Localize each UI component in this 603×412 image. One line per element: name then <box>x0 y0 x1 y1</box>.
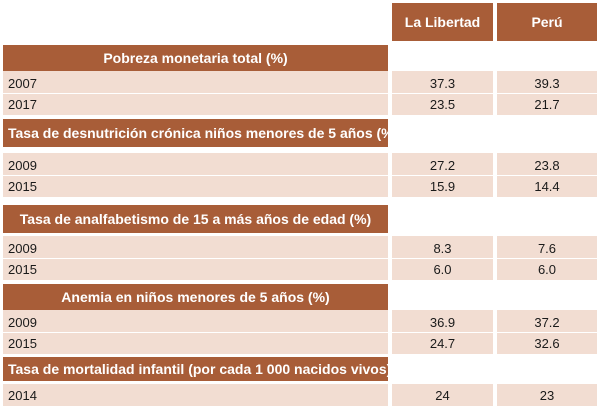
section-rows <box>3 384 597 406</box>
row-value-peru: 14.4 <box>534 178 560 194</box>
row-value-la-libertad: 24 <box>435 387 450 403</box>
row-value-la-libertad: 24.7 <box>429 335 456 351</box>
row-value-peru: 37.2 <box>534 314 560 330</box>
section-title: Tasa de analfabetismo de 15 a más años d… <box>3 205 388 233</box>
row-year: 2015 <box>8 335 37 351</box>
section-title: Tasa de desnutrición crónica niños menor… <box>3 119 398 147</box>
row-year: 2007 <box>8 75 37 91</box>
row-value-peru: 23 <box>539 387 555 403</box>
row-year: 2017 <box>8 96 37 112</box>
row-value-peru: 21.7 <box>534 96 560 112</box>
row-value-la-libertad: 6.0 <box>433 261 452 277</box>
section-title: Pobreza monetaria total (%) <box>3 45 388 71</box>
section-title: Anemia en niños menores de 5 años (%) <box>3 284 388 310</box>
column-header-peru: Perú <box>497 3 597 41</box>
row-value-peru: 7.6 <box>537 240 557 256</box>
row-value-peru: 32.6 <box>534 335 560 351</box>
row-value-la-libertad: 8.3 <box>433 240 452 256</box>
row-year: 2015 <box>8 178 37 194</box>
row-value-peru: 23.8 <box>534 157 560 173</box>
row-year: 2014 <box>8 387 37 403</box>
row-value-la-libertad: 27.2 <box>429 157 456 173</box>
row-year: 2015 <box>8 261 37 277</box>
row-value-la-libertad: 15.9 <box>429 178 456 194</box>
row-year: 2009 <box>8 314 37 330</box>
row-value-peru: 39.3 <box>534 75 560 91</box>
row-year: 2009 <box>8 240 37 256</box>
row-value-la-libertad: 37.3 <box>429 75 456 91</box>
section-title: Tasa de mortalidad infantil (por cada 1 … <box>3 357 391 381</box>
row-value-la-libertad: 36.9 <box>429 314 456 330</box>
row-year: 2009 <box>8 157 37 173</box>
row-value-la-libertad: 23.5 <box>429 96 456 112</box>
row-value-peru: 6.0 <box>537 261 557 277</box>
column-header-la-libertad: La Libertad <box>392 3 493 41</box>
